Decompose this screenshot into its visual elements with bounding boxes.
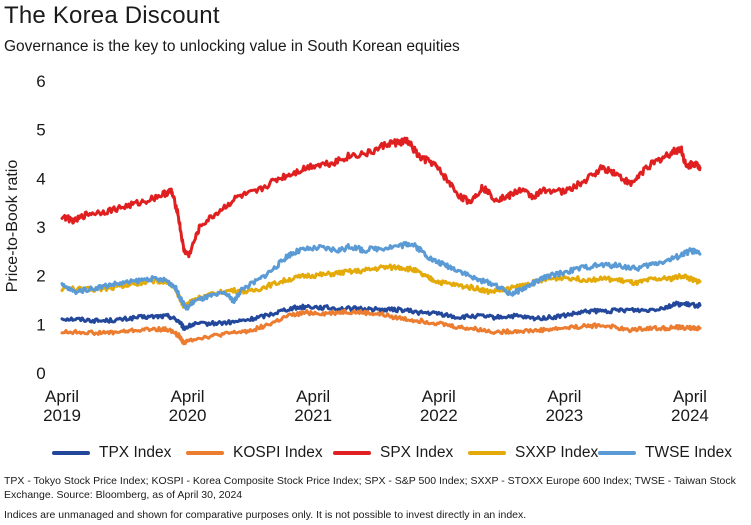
legend-item-tpx-index: TPX Index	[52, 444, 171, 462]
x-tick-label: April	[547, 387, 581, 406]
series-line-kospi-index	[60, 308, 702, 346]
x-tick-label: 2021	[294, 406, 332, 425]
y-axis-label: Price-to-Book ratio	[4, 160, 21, 293]
legend-label: TPX Index	[99, 444, 172, 461]
x-tick-label: 2020	[169, 406, 207, 425]
series-line-tpx-index	[60, 300, 702, 331]
series-line-twse-index	[60, 241, 702, 311]
legend-swatch	[52, 451, 90, 455]
y-tick-label: 5	[36, 121, 45, 140]
x-tick-label: April	[296, 387, 330, 406]
legend-swatch	[468, 451, 506, 455]
legend-item-sxxp-index: SXXP Index	[468, 444, 598, 462]
y-tick-label: 2	[36, 267, 45, 286]
legend-label: SXXP Index	[515, 444, 599, 461]
legend-item-spx-index: SPX Index	[333, 444, 453, 462]
disclaimer: Indices are unmanaged and shown for comp…	[4, 509, 527, 521]
x-tick-label: April	[45, 387, 79, 406]
y-tick-label: 0	[36, 364, 45, 383]
x-tick-label: April	[673, 387, 707, 406]
chart-title: The Korea Discount	[4, 2, 220, 29]
x-tick-label: 2024	[671, 406, 709, 425]
x-tick-label: 2023	[545, 406, 583, 425]
series-line-spx-index	[60, 136, 702, 259]
y-tick-label: 6	[36, 72, 45, 91]
x-tick-label: 2019	[43, 406, 81, 425]
x-tick-label: 2022	[420, 406, 458, 425]
x-tick-label: April	[171, 387, 205, 406]
legend-label: TWSE Index	[645, 444, 732, 461]
y-tick-label: 4	[36, 169, 45, 188]
footnote: TPX - Tokyo Stock Price Index; KOSPI - K…	[4, 475, 736, 501]
series-line-sxxp-index	[60, 263, 702, 309]
y-tick-label: 1	[36, 315, 45, 334]
chart-legend: TPX Index KOSPI Index SPX Index SXXP Index T…	[0, 444, 751, 466]
legend-label: SPX Index	[380, 444, 454, 461]
legend-swatch	[598, 451, 636, 455]
legend-item-kospi-index: KOSPI Index	[186, 444, 323, 462]
legend-swatch	[333, 451, 371, 455]
x-tick-label: April	[422, 387, 456, 406]
chart-subtitle: Governance is the key to unlocking value…	[4, 38, 460, 55]
legend-label: KOSPI Index	[233, 444, 323, 461]
legend-item-twse-index: TWSE Index	[598, 444, 732, 462]
legend-swatch	[186, 451, 224, 455]
y-tick-label: 3	[36, 218, 45, 237]
